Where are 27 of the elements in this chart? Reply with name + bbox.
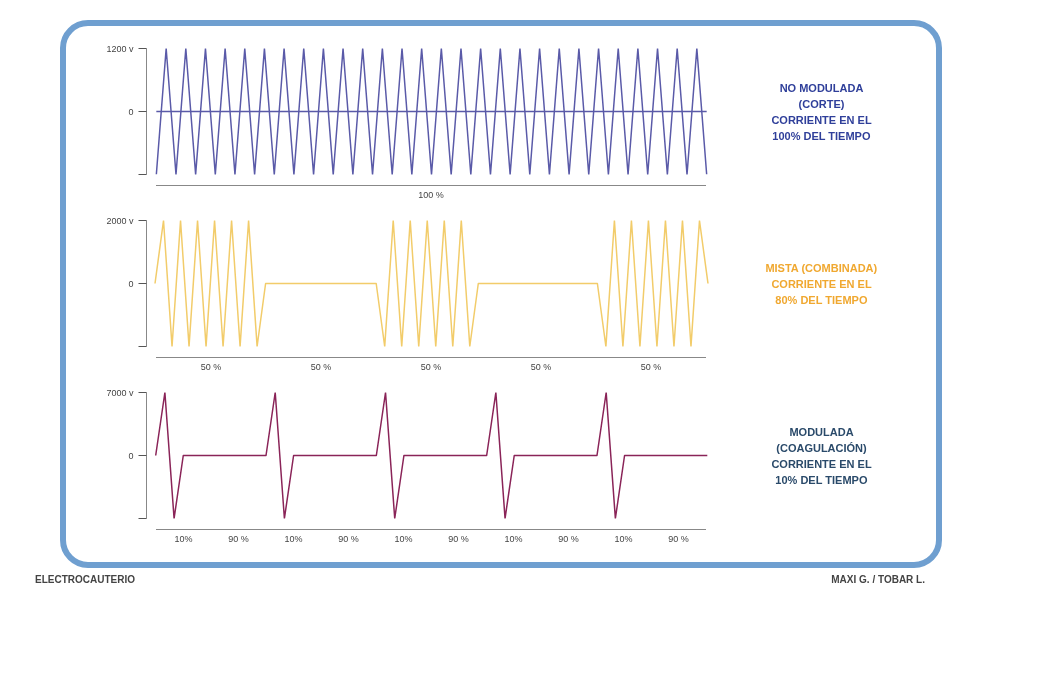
text: 10% [393,533,414,546]
y-tick-label: 7000 v [106,387,134,398]
text: 10% [613,533,634,546]
text: 10% [173,533,194,546]
text: 10% [503,533,524,546]
text: 100 % [417,189,445,202]
text: 50 % [309,361,333,374]
text: 90 % [557,533,580,546]
text: 50 % [639,361,663,374]
text: 90 % [667,533,690,546]
text: ELECTROCAUTERIO [35,573,135,587]
text: 90 % [337,533,360,546]
y-tick-label: 1200 v [106,43,134,54]
text: NO MODULADA (CORTE) CORRIENTE EN EL 100% DEL TIEMPO [771,81,872,142]
y-tick-label: 0 [128,450,134,461]
text: 10% [283,533,304,546]
text: 50 % [419,361,443,374]
text: 90 % [227,533,250,546]
text: 50 % [199,361,223,374]
y-tick-label: 2000 v [106,215,134,226]
text: 50 % [529,361,553,374]
text: MODULADA (COAGULACIÓN) CORRIENTE EN EL 10% DEL TIEMPO [771,425,872,486]
y-tick-label: 0 [128,106,134,117]
y-tick-label: 0 [128,278,134,289]
text: 90 % [447,533,470,546]
text: MISTA (COMBINADA) CORRIENTE EN EL 80% DEL TIEMPO [765,261,878,306]
text: MAXI G. / TOBAR L. [831,573,925,587]
